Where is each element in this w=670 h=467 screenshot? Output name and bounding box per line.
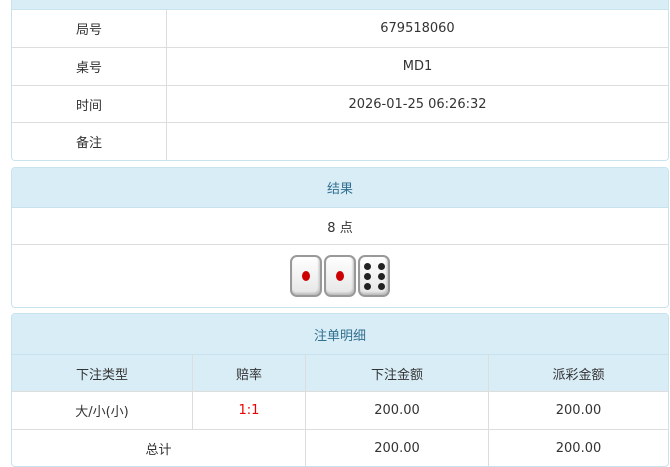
die-1-icon [324, 255, 356, 297]
die-1-icon [290, 255, 322, 297]
pip [378, 283, 385, 290]
col-header: 下注金额 [306, 355, 489, 391]
pip [336, 271, 344, 281]
result-title: 结果 [12, 168, 668, 208]
pip [378, 263, 385, 270]
col-header: 赔率 [193, 355, 306, 391]
info-value [167, 123, 668, 160]
info-label: 局号 [12, 10, 167, 47]
total-row: 总计 200.00 200.00 [12, 430, 668, 466]
pip [364, 283, 371, 290]
die-6-icon [358, 255, 390, 297]
bet-type: 大/小(小) [12, 392, 193, 429]
bet-odds: 1:1 [193, 392, 306, 429]
pip [364, 263, 371, 270]
bet-payout: 200.00 [555, 403, 602, 418]
bets-title: 注单明细 [12, 314, 668, 355]
bet-amount: 200.00 [306, 392, 489, 429]
bets-panel: 注单明细 下注类型 赔率 下注金额 派彩金额 大/小(小) 1:1 200.00… [11, 313, 669, 467]
col-header: 下注类型 [12, 355, 193, 391]
result-panel: 结果 8 点 [11, 167, 669, 308]
info-row: 桌号 MD1 [12, 48, 668, 86]
bets-header-row: 下注类型 赔率 下注金额 派彩金额 [12, 355, 668, 392]
pip [378, 273, 385, 280]
info-row: 备注 [12, 123, 668, 160]
total-label: 总计 [12, 430, 306, 466]
info-panel-header [12, 0, 668, 10]
info-label: 备注 [12, 123, 167, 160]
info-value: 679518060 [380, 21, 455, 36]
info-row: 局号 679518060 [12, 10, 668, 48]
info-panel: 局号 679518060 桌号 MD1 时间 2026-01-25 06:26:32 … [11, 0, 669, 161]
pip [364, 273, 371, 280]
total-payout: 200.00 [555, 441, 602, 456]
pip [302, 271, 310, 281]
info-label: 时间 [12, 86, 167, 122]
result-points: 8 点 [327, 220, 353, 236]
info-value: MD1 [402, 59, 433, 74]
info-label: 桌号 [12, 48, 167, 85]
dice-group [12, 245, 668, 307]
info-row: 时间 2026-01-25 06:26:32 [12, 86, 668, 123]
total-amount: 200.00 [306, 430, 489, 466]
info-value: 2026-01-25 06:26:32 [348, 96, 487, 112]
col-header: 派彩金额 [552, 367, 605, 383]
bet-row: 大/小(小) 1:1 200.00 200.00 [12, 392, 668, 430]
